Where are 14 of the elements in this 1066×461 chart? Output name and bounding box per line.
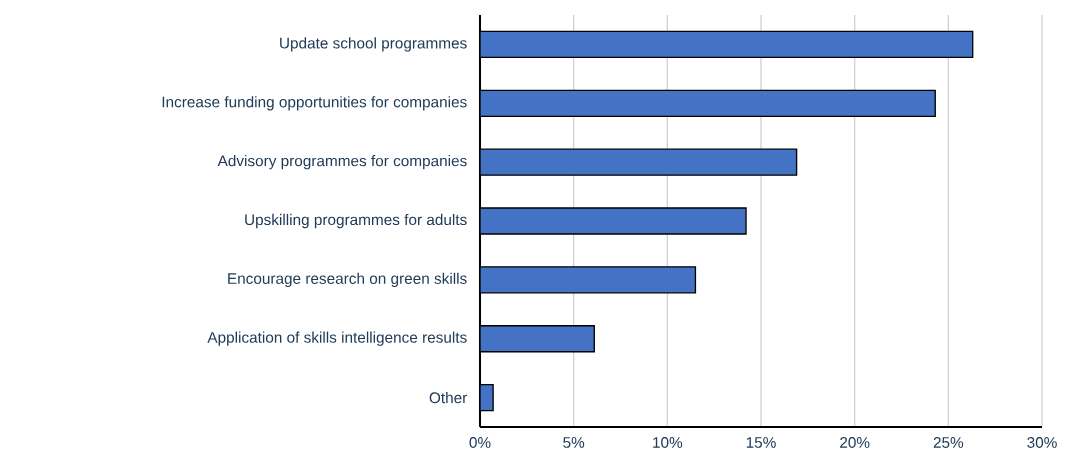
x-tick-label: 10% — [653, 437, 683, 448]
x-tick-label: 5% — [563, 437, 585, 448]
y-tick-label: Update school programmes — [280, 37, 467, 52]
y-tick-label: Upskilling programmes for adults — [245, 213, 467, 229]
y-tick-label: Encourage research on green skills — [228, 272, 467, 288]
x-tick-label: 15% — [746, 437, 776, 448]
x-tick-label: 20% — [840, 437, 870, 448]
y-tick-label: Advisory programmes for companies — [217, 155, 467, 170]
x-tick-label: 25% — [933, 437, 964, 448]
y-tick-label: Other — [429, 391, 468, 404]
y-tick-label: Application of skills intelligence results — [207, 331, 467, 346]
y-tick-label: Increase funding opportunities for companies — [162, 96, 467, 111]
x-tick-label: 0% — [469, 437, 491, 448]
x-tick-label: 30% — [1027, 437, 1057, 448]
